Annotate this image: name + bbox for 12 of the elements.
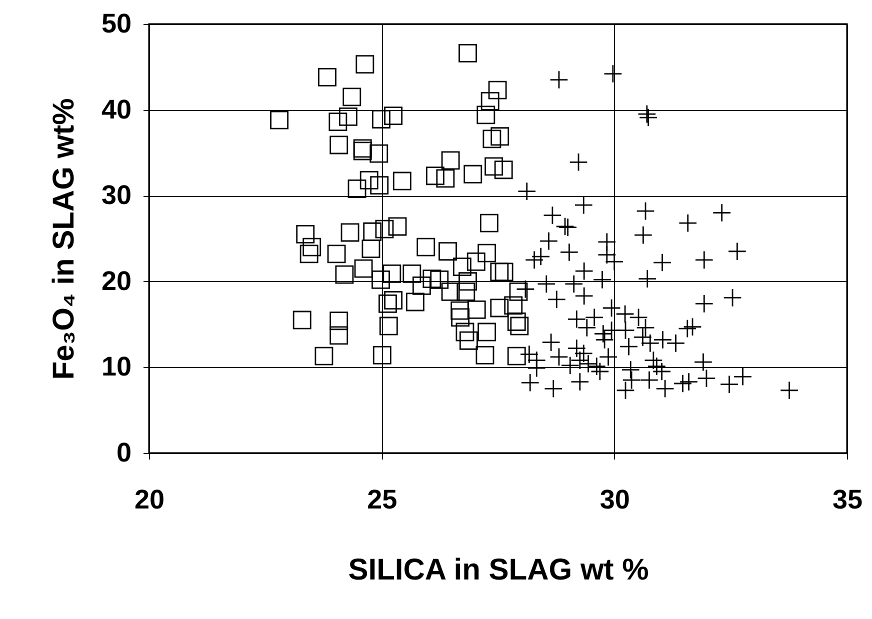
x-tick-label: 25 <box>367 484 398 514</box>
y-tick-label: 10 <box>101 352 132 382</box>
x-tick-label: 35 <box>832 484 863 514</box>
x-axis-title: SILICA in SLAG wt % <box>348 554 649 586</box>
y-tick-label: 50 <box>101 8 132 38</box>
x-tick-label: 30 <box>600 484 630 514</box>
y-tick-label: 20 <box>101 266 132 296</box>
x-tick-label: 20 <box>134 484 165 514</box>
y-tick-label: 40 <box>101 94 132 124</box>
y-tick-label: 30 <box>101 180 132 210</box>
y-tick-label: 0 <box>116 438 132 468</box>
y-axis-title: Fe₃O₄ in SLAG wt% <box>47 98 80 380</box>
